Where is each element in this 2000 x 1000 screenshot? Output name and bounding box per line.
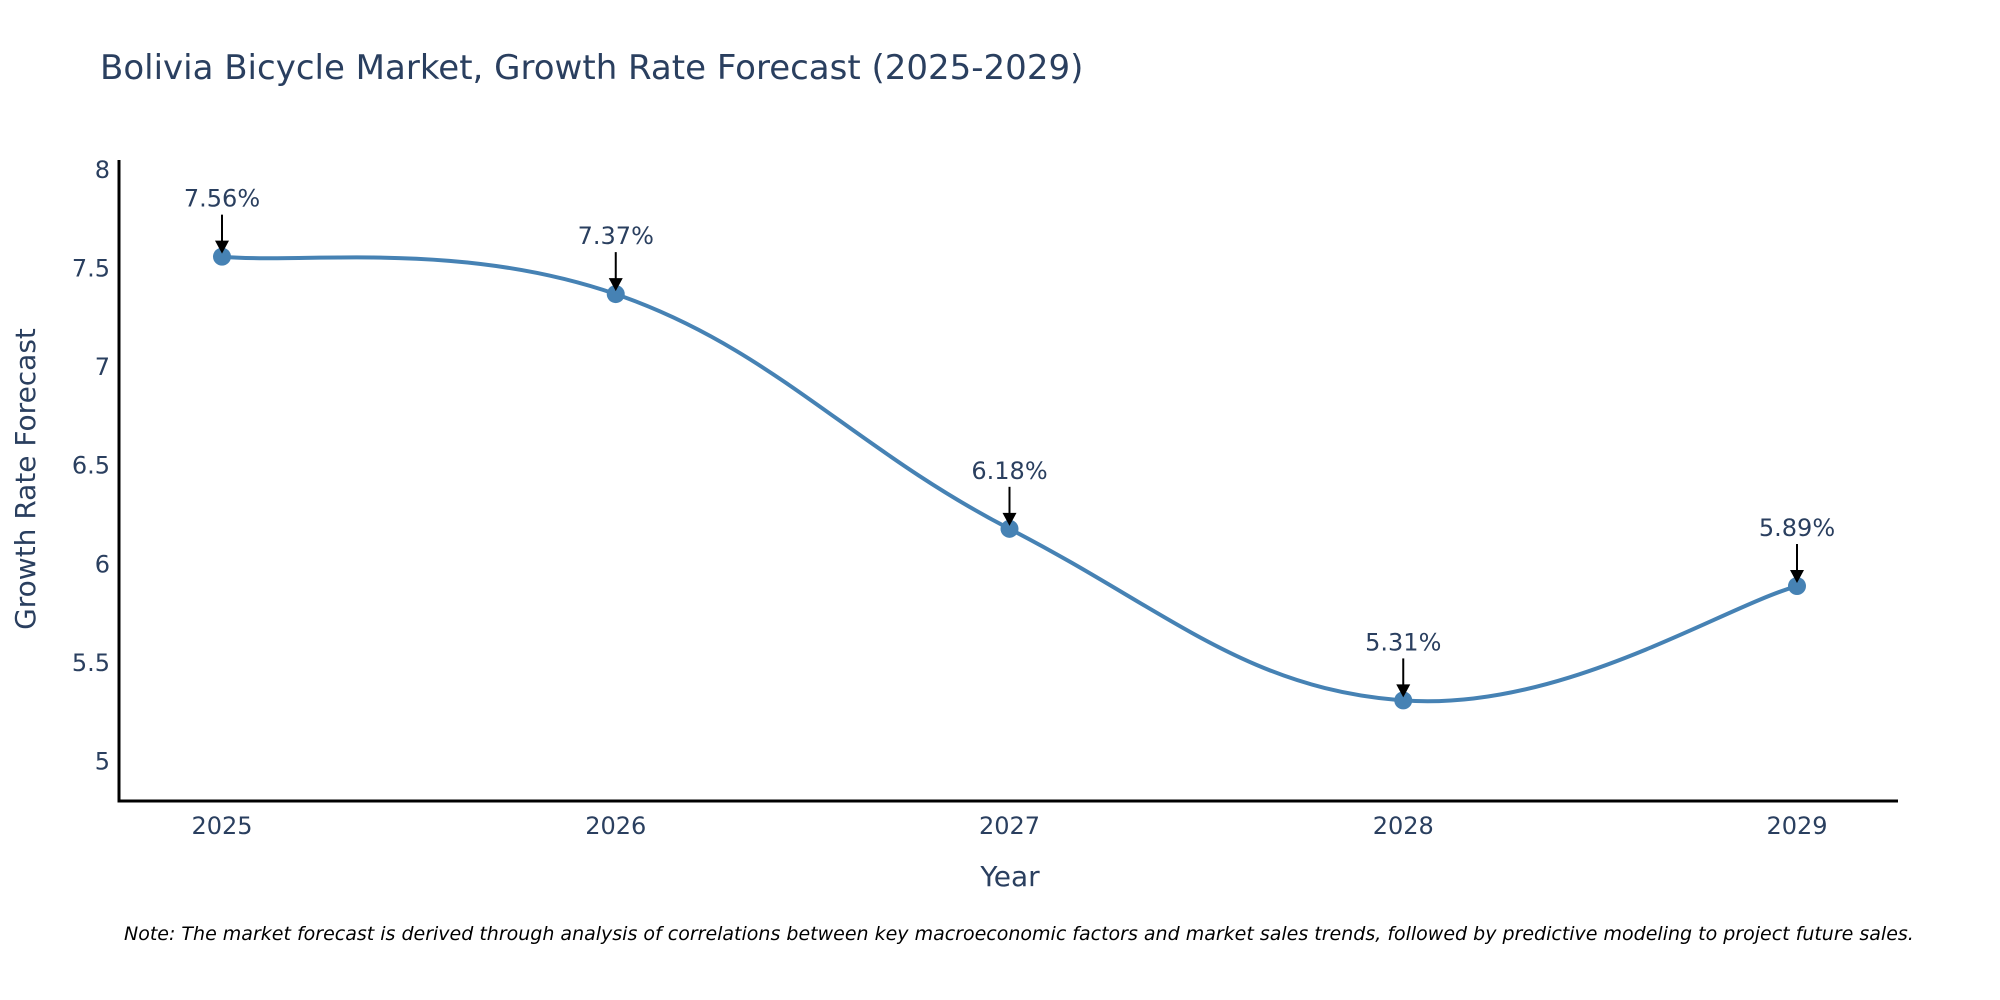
data-point <box>213 247 231 266</box>
data-point <box>606 285 625 304</box>
chart-title: Bolivia Bicycle Market, Growth Rate Fore… <box>100 48 1083 88</box>
annotation-arrowhead <box>1002 512 1017 526</box>
data-label: 5.31% <box>1365 628 1441 656</box>
y-tick-label: 6.5 <box>72 452 110 480</box>
y-tick-label: 7 <box>95 353 110 381</box>
annotation-arrowhead <box>1790 570 1804 584</box>
y-axis-ticks: 5 5.5 6 6.5 7 7.5 8 <box>72 156 110 776</box>
x-axis-ticks: 2025 2026 2027 2028 2029 <box>191 812 1827 840</box>
x-tick-label: 2029 <box>1766 812 1827 840</box>
x-axis-title: Year <box>979 860 1040 893</box>
y-tick-label: 6 <box>95 550 110 578</box>
data-point <box>1000 519 1019 538</box>
annotation-arrowhead <box>608 278 623 292</box>
data-annotations: 7.56% 7.37% 6.18% 5.31% 5.89% <box>184 185 1835 698</box>
y-tick-label: 7.5 <box>72 254 110 282</box>
x-tick-label: 2028 <box>1373 812 1434 840</box>
footnote: Note: The market forecast is derived thr… <box>124 923 1914 945</box>
data-points <box>213 247 1806 710</box>
annotation-arrowhead <box>215 240 229 254</box>
data-label: 7.56% <box>184 185 260 213</box>
data-point <box>1394 691 1413 710</box>
x-tick-label: 2027 <box>979 812 1040 840</box>
y-axis-title: Growth Rate Forecast <box>9 328 42 630</box>
data-label: 6.18% <box>971 457 1047 485</box>
x-tick-label: 2026 <box>585 812 646 840</box>
data-label: 5.89% <box>1759 514 1835 542</box>
data-label: 7.37% <box>578 222 654 250</box>
data-point <box>1788 577 1806 596</box>
y-tick-label: 5.5 <box>72 649 110 677</box>
x-tick-label: 2025 <box>191 812 252 840</box>
y-tick-label: 5 <box>95 748 110 776</box>
annotation-arrowhead <box>1396 684 1411 698</box>
y-tick-label: 8 <box>95 156 110 184</box>
